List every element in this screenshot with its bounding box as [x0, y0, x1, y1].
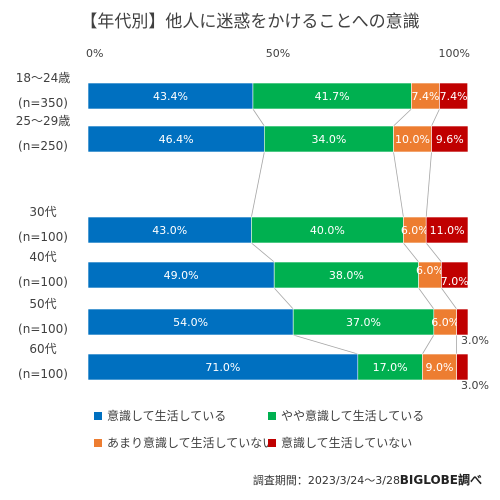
legend-swatch: [94, 412, 102, 420]
data-label: 17.0%: [373, 361, 408, 374]
bar-segment: [422, 353, 457, 381]
legend-swatch: [268, 412, 276, 420]
x-axis-ticks: 0% 50% 100%: [86, 47, 470, 60]
x-tick-label: 0%: [86, 47, 103, 60]
data-label: 7.4%: [411, 90, 439, 103]
connector-lines: [251, 108, 458, 355]
data-label: 7.4%: [440, 90, 468, 103]
connector-line: [293, 334, 358, 355]
bar-segment: [273, 261, 419, 289]
data-label: 46.4%: [159, 133, 194, 146]
survey-period: 調査期間：2023/3/24〜3/28: [253, 473, 400, 487]
data-label: 43.4%: [153, 90, 188, 103]
data-label: 40.0%: [310, 224, 345, 237]
bar-segment: [441, 261, 469, 289]
legend-label: 意識して生活していない: [281, 435, 412, 450]
category-n-label: (n=100): [18, 275, 68, 289]
bar-segment: [456, 308, 469, 336]
bar-segment: [431, 125, 469, 153]
connector-line: [425, 151, 432, 218]
data-label: 6.0%: [431, 316, 459, 329]
category-n-label: (n=350): [18, 96, 68, 110]
chart-title: 【年代別】他人に迷惑をかけることへの意識: [80, 12, 419, 32]
data-label: 54.0%: [173, 316, 208, 329]
data-label: 3.0%: [461, 334, 489, 347]
source-brand: BIGLOBE調べ: [400, 472, 482, 487]
data-label: 9.6%: [436, 133, 464, 146]
data-label: 71.0%: [205, 361, 240, 374]
connector-line: [422, 334, 435, 355]
legend-swatch: [94, 439, 102, 447]
data-label: 6.0%: [401, 224, 429, 237]
x-tick-label: 50%: [266, 47, 290, 60]
data-label: 41.7%: [315, 90, 350, 103]
bar-segment: [411, 82, 440, 110]
bar-segment: [292, 308, 435, 336]
connector-line: [251, 242, 275, 263]
data-label: 43.0%: [152, 224, 187, 237]
data-label: 34.0%: [311, 133, 346, 146]
category-label: 25〜29歳: [16, 114, 71, 128]
data-label: 11.0%: [430, 224, 465, 237]
bar-segment: [456, 353, 469, 381]
bar-segment: [87, 308, 294, 336]
connector-line: [403, 242, 419, 263]
category-label: 60代: [29, 342, 56, 356]
data-label: 37.0%: [346, 316, 381, 329]
category-labels: 18〜24歳 (n=350) 25〜29歳 (n=250) 30代 (n=100) 40代 (…: [16, 71, 71, 381]
data-label: 6.0%: [416, 264, 444, 277]
legend-label: やや意識して生活している: [281, 408, 424, 423]
data-label: 49.0%: [164, 269, 199, 282]
connector-line: [418, 287, 435, 310]
connector-line: [393, 151, 404, 218]
bar-segment: [425, 216, 469, 244]
category-label: 30代: [29, 205, 56, 219]
legend-label: 意識して生活している: [107, 408, 226, 423]
bar-segment: [264, 125, 394, 153]
category-n-label: (n=100): [18, 230, 68, 244]
connector-line: [252, 108, 265, 127]
legend-swatch: [268, 439, 276, 447]
data-label: 38.0%: [329, 269, 364, 282]
data-label: 7.0%: [441, 275, 469, 288]
category-n-label: (n=100): [18, 367, 68, 381]
bar-segment: [87, 216, 252, 244]
bar-segment: [439, 82, 468, 110]
category-n-label: (n=100): [18, 322, 68, 336]
category-n-label: (n=250): [18, 139, 68, 153]
connector-line: [441, 287, 457, 310]
connector-line: [273, 287, 294, 310]
category-label: 40代: [29, 250, 56, 264]
data-label: 3.0%: [461, 379, 489, 392]
bar-segment: [87, 125, 265, 153]
bar-segment: [251, 216, 404, 244]
connector-line: [251, 151, 265, 218]
connector-line: [425, 242, 442, 263]
bar-segment: [87, 353, 359, 381]
category-label: 50代: [29, 297, 56, 311]
connector-line: [393, 108, 412, 127]
category-label: 18〜24歳: [16, 71, 71, 85]
data-label: 10.0%: [395, 133, 430, 146]
bar-segment: [393, 125, 432, 153]
bar-segment: [87, 82, 254, 110]
connector-line: [431, 108, 440, 127]
bars-group: 43.4% 41.7% 7.4% 7.4% 46.4% 34.0% 10.0% 9.6% 43.…: [87, 82, 489, 392]
bar-segment: [87, 261, 275, 289]
data-label: 9.0%: [426, 361, 454, 374]
legend-label: あまり意識して生活していない: [107, 435, 274, 450]
x-tick-label: 100%: [439, 47, 470, 60]
